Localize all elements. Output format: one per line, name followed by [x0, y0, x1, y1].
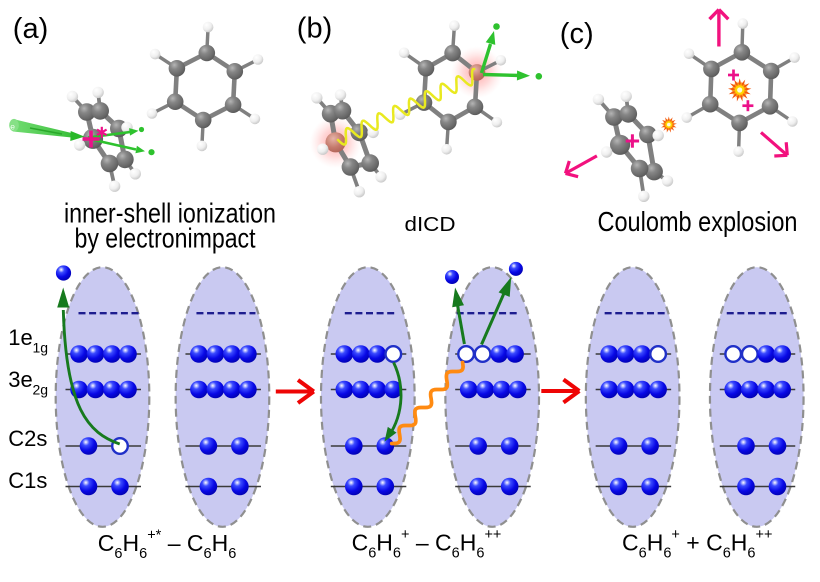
svg-text:(c): (c) [560, 18, 594, 50]
svg-text:Coulomb explosion: Coulomb explosion [598, 206, 798, 237]
svg-text:dICD: dICD [405, 213, 456, 236]
svg-text:1e: 1e [8, 325, 32, 350]
svg-text:C6​H6​+​ – C6​H6​++​: C6​H6​+​ – C6​H6​++​ [352, 527, 502, 562]
svg-text:1g: 1g [33, 339, 49, 355]
svg-text:e: e [10, 122, 15, 132]
svg-text:inner-shell ionization: inner-shell ionization [64, 197, 276, 228]
svg-text:C6​H6​+​ + C6​H6​++​: C6​H6​+​ + C6​H6​++​ [622, 527, 772, 562]
svg-text:(b): (b) [297, 13, 332, 45]
svg-text:C6​H6​+*​ – C6​H6​: C6​H6​+*​ – C6​H6​ [98, 528, 237, 563]
svg-text:by electronimpact: by electronimpact [75, 222, 256, 253]
svg-text:3e: 3e [8, 367, 32, 392]
svg-text:2g: 2g [33, 381, 49, 397]
svg-text:C2s: C2s [8, 426, 47, 451]
svg-text:C1s: C1s [8, 468, 47, 493]
svg-text:(a): (a) [13, 13, 48, 45]
